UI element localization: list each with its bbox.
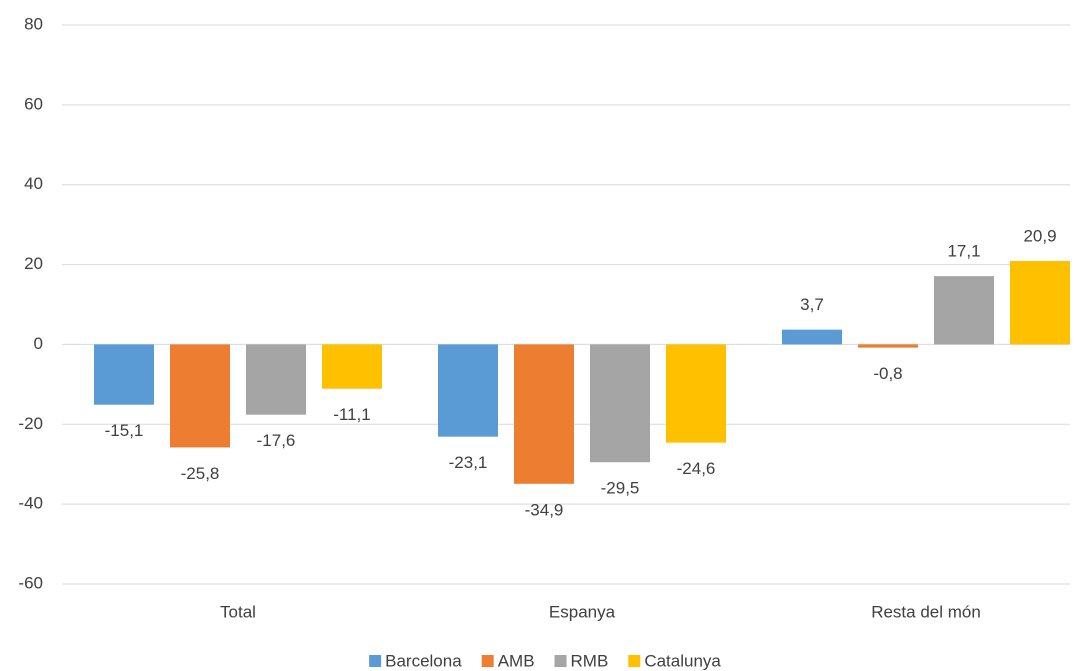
- bar: [666, 344, 726, 443]
- data-label: 20,9: [1023, 226, 1056, 245]
- data-label: -0,8: [873, 364, 902, 383]
- bar: [322, 344, 382, 389]
- data-label: -23,1: [449, 453, 488, 472]
- data-label: 3,7: [800, 295, 824, 314]
- bar: [590, 344, 650, 463]
- data-label: -15,1: [105, 421, 144, 440]
- data-label: -25,8: [181, 464, 220, 483]
- bar: [170, 344, 230, 448]
- legend-swatch: [554, 655, 567, 667]
- x-tick-label: Espanya: [549, 602, 616, 621]
- bar: [438, 344, 498, 437]
- x-tick-label: Total: [220, 602, 256, 621]
- bar: [514, 344, 574, 484]
- data-label: -34,9: [525, 500, 564, 519]
- y-tick-label: 60: [24, 94, 43, 113]
- bar: [934, 276, 994, 345]
- y-tick-label: 20: [24, 254, 43, 273]
- data-label: -24,6: [677, 459, 716, 478]
- y-tick-label: 80: [24, 14, 43, 33]
- bar: [858, 344, 918, 348]
- bar: [94, 344, 154, 405]
- data-label: 17,1: [947, 242, 980, 261]
- legend-swatch: [481, 655, 494, 667]
- bar: [246, 344, 306, 415]
- x-tick-label: Resta del món: [871, 602, 981, 621]
- y-tick-label: 40: [24, 174, 43, 193]
- data-label: -11,1: [333, 405, 371, 424]
- legend-label: Barcelona: [385, 651, 462, 670]
- legend-swatch: [369, 655, 382, 667]
- legend-label: Catalunya: [644, 651, 721, 670]
- y-tick-label: -20: [18, 414, 43, 433]
- y-tick-label: -40: [18, 494, 43, 513]
- data-label: -29,5: [601, 479, 640, 498]
- bar: [782, 329, 842, 345]
- y-tick-label: -60: [18, 573, 43, 592]
- data-label: -17,6: [257, 431, 296, 450]
- bar: [1010, 260, 1070, 345]
- y-tick-label: 0: [34, 334, 43, 353]
- legend-swatch: [628, 655, 641, 667]
- legend-label: AMB: [498, 651, 535, 670]
- legend-label: RMB: [571, 651, 609, 670]
